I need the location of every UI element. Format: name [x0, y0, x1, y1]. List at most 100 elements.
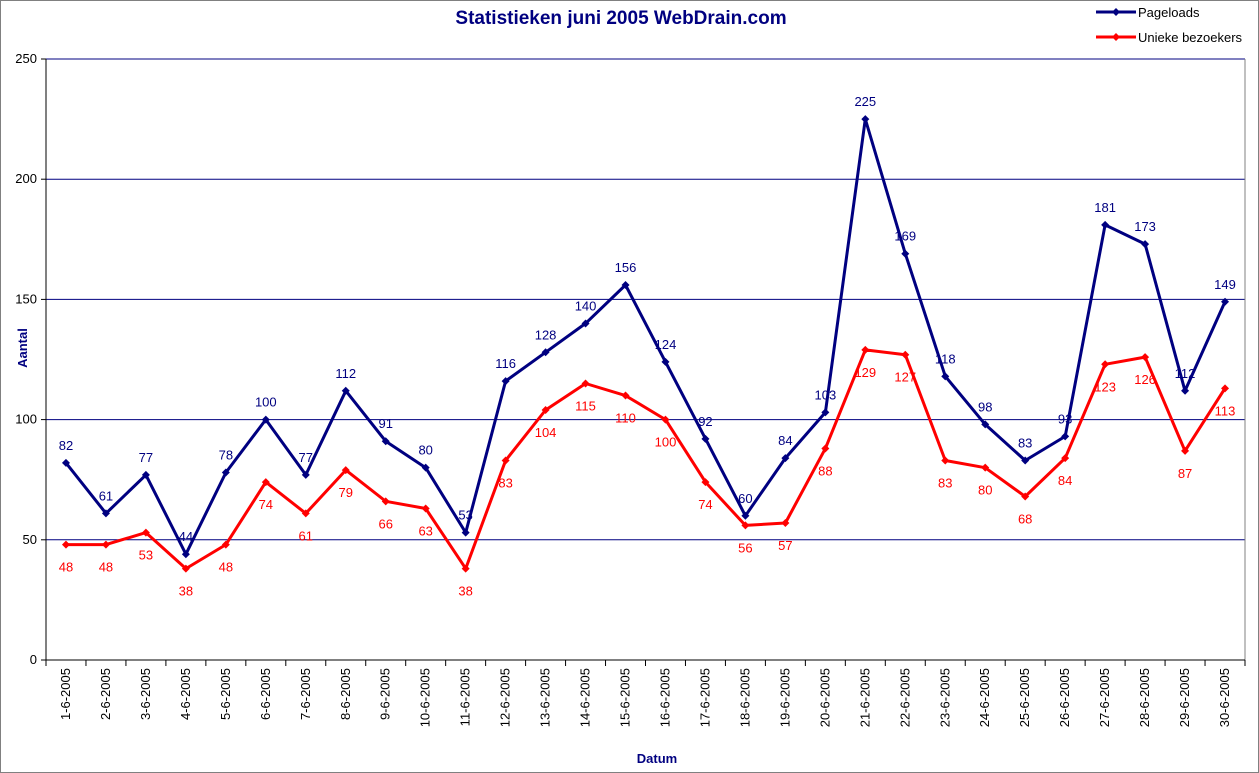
data-point-unieke-bezoekers [501, 456, 510, 465]
x-tick-label: 1-6-2005 [58, 668, 73, 720]
data-label-unieke-bezoekers: 84 [1058, 473, 1072, 488]
x-tick-label: 17-6-2005 [697, 668, 712, 727]
data-point-unieke-bezoekers [821, 444, 830, 453]
data-point-pageloads [181, 550, 190, 559]
data-label-unieke-bezoekers: 56 [738, 540, 752, 555]
series-line-unieke-bezoekers [66, 348, 1227, 571]
data-point-pageloads [261, 415, 270, 424]
data-label-pageloads: 84 [778, 433, 792, 448]
data-label-pageloads: 77 [139, 450, 153, 465]
data-label-unieke-bezoekers: 83 [938, 475, 952, 490]
data-point-unieke-bezoekers [581, 379, 590, 388]
data-label-pageloads: 124 [655, 337, 677, 352]
x-tick-label: 16-6-2005 [657, 668, 672, 727]
data-point-unieke-bezoekers [221, 540, 230, 549]
data-label-pageloads: 93 [1058, 411, 1072, 426]
data-point-unieke-bezoekers [341, 466, 350, 475]
data-point-pageloads [1061, 432, 1070, 441]
data-label-pageloads: 98 [978, 399, 992, 414]
x-tick-label: 25-6-2005 [1017, 668, 1032, 727]
x-tick-label: 20-6-2005 [817, 668, 832, 727]
x-tick-label: 18-6-2005 [737, 668, 752, 727]
data-point-unieke-bezoekers [141, 528, 150, 537]
x-tick-label: 27-6-2005 [1097, 668, 1112, 727]
data-label-unieke-bezoekers: 79 [339, 485, 353, 500]
data-point-unieke-bezoekers [1061, 454, 1070, 463]
data-label-unieke-bezoekers: 127 [894, 370, 916, 385]
x-tick-label: 4-6-2005 [178, 668, 193, 720]
data-label-unieke-bezoekers: 80 [978, 483, 992, 498]
legend-marker-unieke-bezoekers [1112, 33, 1120, 41]
data-point-pageloads [981, 420, 990, 429]
data-point-pageloads [461, 528, 470, 537]
x-tick-label: 7-6-2005 [298, 668, 313, 720]
data-label-unieke-bezoekers: 38 [458, 584, 472, 599]
data-label-pageloads: 100 [255, 395, 277, 410]
data-label-unieke-bezoekers: 83 [498, 475, 512, 490]
x-tick-label: 2-6-2005 [98, 668, 113, 720]
x-tick-label: 6-6-2005 [258, 668, 273, 720]
x-tick-label: 21-6-2005 [857, 668, 872, 727]
data-label-unieke-bezoekers: 57 [778, 538, 792, 553]
data-point-pageloads [541, 348, 550, 357]
data-point-pageloads [901, 249, 910, 258]
data-point-unieke-bezoekers [781, 518, 790, 527]
data-point-unieke-bezoekers [61, 540, 70, 549]
data-label-unieke-bezoekers: 66 [378, 516, 392, 531]
data-point-unieke-bezoekers [661, 415, 670, 424]
data-label-pageloads: 156 [615, 260, 637, 275]
data-label-unieke-bezoekers: 129 [854, 365, 876, 380]
data-label-unieke-bezoekers: 113 [1215, 403, 1236, 418]
data-point-pageloads [861, 115, 870, 124]
data-point-unieke-bezoekers [941, 456, 950, 465]
data-point-unieke-bezoekers [741, 521, 750, 530]
data-label-unieke-bezoekers: 126 [1134, 372, 1156, 387]
y-tick-label: 200 [15, 171, 37, 186]
data-label-unieke-bezoekers: 74 [259, 497, 273, 512]
data-label-unieke-bezoekers: 48 [59, 560, 73, 575]
data-point-unieke-bezoekers [301, 509, 310, 518]
data-point-pageloads [421, 463, 430, 472]
data-point-unieke-bezoekers [381, 497, 390, 506]
data-label-unieke-bezoekers: 123 [1094, 379, 1116, 394]
x-tick-label: 19-6-2005 [777, 668, 792, 727]
data-label-pageloads: 61 [99, 488, 113, 503]
data-point-unieke-bezoekers [1221, 384, 1230, 393]
data-label-pageloads: 80 [418, 443, 432, 458]
x-tick-label: 13-6-2005 [538, 668, 553, 727]
data-label-pageloads: 103 [814, 387, 836, 402]
x-tick-label: 11-6-2005 [458, 668, 473, 726]
data-label-unieke-bezoekers: 63 [418, 524, 432, 539]
data-point-pageloads [821, 408, 830, 417]
x-tick-label: 8-6-2005 [338, 668, 353, 720]
data-point-unieke-bezoekers [901, 350, 910, 359]
data-label-pageloads: 118 [935, 351, 956, 366]
data-point-unieke-bezoekers [421, 504, 430, 513]
series-line-pageloads [64, 117, 1227, 556]
x-tick-label: 5-6-2005 [218, 668, 233, 720]
data-point-unieke-bezoekers [1141, 353, 1150, 362]
data-label-unieke-bezoekers: 115 [575, 399, 596, 414]
data-label-pageloads: 140 [575, 298, 597, 313]
data-label-pageloads: 92 [698, 414, 712, 429]
data-point-pageloads [61, 458, 70, 467]
data-label-unieke-bezoekers: 48 [219, 560, 233, 575]
data-point-pageloads [341, 386, 350, 395]
data-point-unieke-bezoekers [621, 391, 630, 400]
data-point-pageloads [621, 280, 630, 289]
x-tick-label: 28-6-2005 [1137, 668, 1152, 727]
data-point-unieke-bezoekers [1101, 360, 1110, 369]
data-label-unieke-bezoekers: 61 [299, 528, 313, 543]
data-point-pageloads [501, 377, 510, 386]
data-label-pageloads: 112 [335, 366, 356, 381]
data-label-pageloads: 181 [1094, 200, 1116, 215]
data-label-unieke-bezoekers: 87 [1178, 466, 1192, 481]
data-label-pageloads: 116 [495, 356, 516, 371]
x-tick-label: 23-6-2005 [937, 668, 952, 727]
legend-label-unieke-bezoekers: Unieke bezoekers [1138, 30, 1243, 45]
y-tick-label: 250 [15, 51, 37, 66]
data-point-unieke-bezoekers [1181, 446, 1190, 455]
data-label-pageloads: 83 [1018, 435, 1032, 450]
data-label-pageloads: 112 [1175, 366, 1196, 381]
chart-title: Statistieken juni 2005 WebDrain.com [455, 8, 786, 29]
